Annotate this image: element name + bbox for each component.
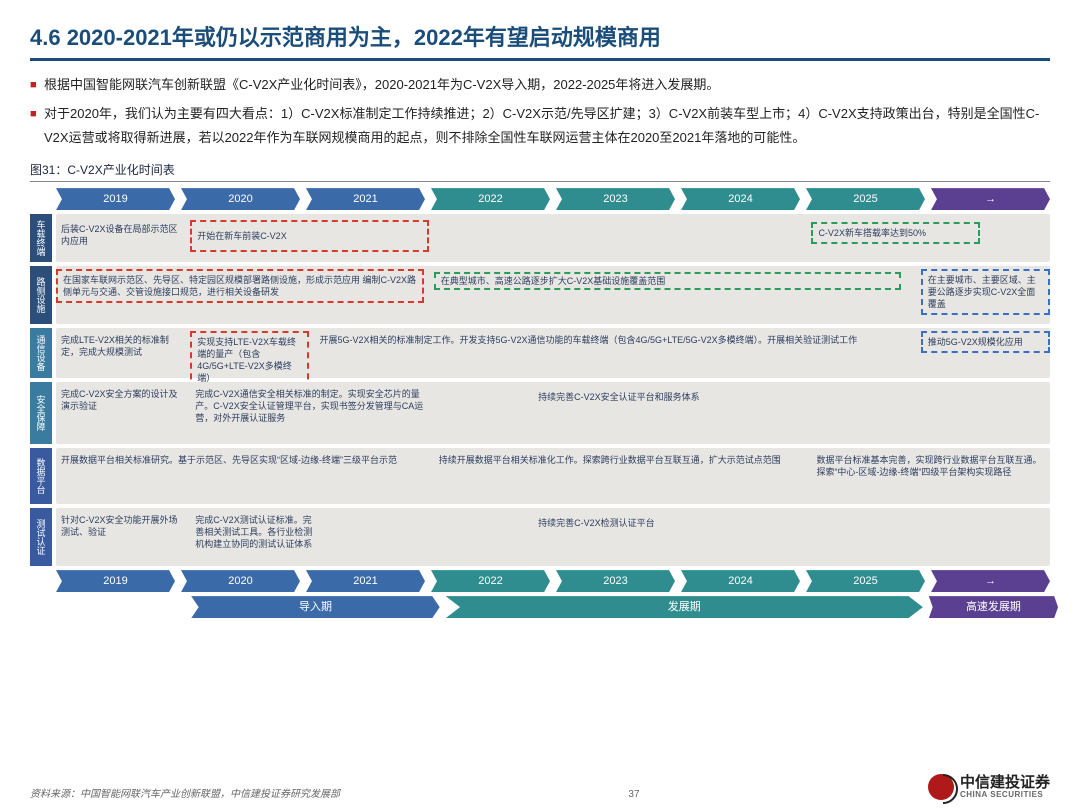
timeline-bar: 推动5G-V2X规模化应用 bbox=[921, 331, 1050, 353]
year-chip: 2021 bbox=[306, 188, 425, 210]
timeline-bar: 完成C-V2X安全方案的设计及演示验证 bbox=[56, 385, 185, 415]
lane-body: 完成LTE-V2X相关的标准制定，完成大规模测试实现支持LTE-V2X车载终端的… bbox=[56, 328, 1050, 378]
timeline-bar: 持续完善C-V2X检测认证平台 bbox=[533, 514, 1030, 532]
year-chip: → bbox=[931, 570, 1050, 592]
lane: 车载终端后装C-V2X设备在局部示范区内应用开始在新车前装C-V2X C-V2X新… bbox=[30, 214, 1050, 262]
phase-chip: 导入期 bbox=[191, 596, 440, 618]
phase-chip: 发展期 bbox=[446, 596, 923, 618]
timeline-bar: 在主要城市、主要区域、主要公路逐步实现C-V2X全面覆盖 bbox=[921, 269, 1050, 315]
year-chip: 2019 bbox=[56, 188, 175, 210]
lane-label: 车载终端 bbox=[30, 214, 52, 262]
timeline-bar: 针对C-V2X安全功能开展外场测试、验证 bbox=[56, 511, 185, 541]
lane: 数据平台开展数据平台相关标准研究。基于示范区、先导区实现“区域-边缘-终端”三级… bbox=[30, 448, 1050, 504]
timeline-bar: 在国家车联网示范区、先导区、特定园区规模部署路侧设施，形成示范应用 编制C-V2… bbox=[56, 269, 424, 303]
footer: 资料来源：中国智能网联汽车产业创新联盟，中信建投证券研究发展部 37 中信建投证… bbox=[30, 774, 1050, 800]
lane-label: 测试认证 bbox=[30, 508, 52, 566]
lane: 测试认证针对C-V2X安全功能开展外场测试、验证完成C-V2X测试认证标准。完善… bbox=[30, 508, 1050, 566]
year-chip: 2023 bbox=[556, 188, 675, 210]
timeline-bar: 开始在新车前装C-V2X bbox=[190, 220, 429, 252]
page-number: 37 bbox=[340, 789, 928, 800]
year-chip: 2024 bbox=[681, 570, 800, 592]
lane: 通信设备完成LTE-V2X相关的标准制定，完成大规模测试实现支持LTE-V2X车… bbox=[30, 328, 1050, 378]
timeline-bar: 后装C-V2X设备在局部示范区内应用 bbox=[56, 220, 185, 250]
lane: 路侧设施在国家车联网示范区、先导区、特定园区规模部署路侧设施，形成示范应用 编制… bbox=[30, 266, 1050, 324]
timeline-bar: 持续开展数据平台相关标准化工作。探索跨行业数据平台互联互通，扩大示范试点范围 bbox=[434, 451, 802, 469]
bullet-item: 对于2020年，我们认为主要有四大看点：1）C-V2X标准制定工作持续推进；2）… bbox=[30, 102, 1050, 151]
year-chip: 2025 bbox=[806, 188, 925, 210]
lane-body: 后装C-V2X设备在局部示范区内应用开始在新车前装C-V2X C-V2X新车搭载率… bbox=[56, 214, 1050, 262]
timeline-lanes: 车载终端后装C-V2X设备在局部示范区内应用开始在新车前装C-V2X C-V2X新… bbox=[30, 214, 1050, 566]
slide-title: 4.6 2020-2021年或仍以示范商用为主，2022年有望启动规模商用 bbox=[30, 20, 1050, 52]
year-chip: 2020 bbox=[181, 188, 300, 210]
brand-name-en: CHINA SECURITIES bbox=[960, 790, 1050, 799]
year-chip: 2025 bbox=[806, 570, 925, 592]
timeline-bar: 数据平台标准基本完善，实现跨行业数据平台互联互通。探索“中心-区域-边缘-终端”… bbox=[811, 451, 1050, 481]
timeline-bar: 实现支持LTE-V2X车载终端的量产（包含4G/5G+LTE-V2X多模终端） bbox=[190, 331, 309, 390]
year-chip: 2023 bbox=[556, 570, 675, 592]
year-row-bottom: 2019 2020 2021 2022 2023 2024 2025 → bbox=[56, 570, 1050, 592]
timeline-bar: 开展数据平台相关标准研究。基于示范区、先导区实现“区域-边缘-终端”三级平台示范 bbox=[56, 451, 424, 469]
brand-name: 中信建投证券 bbox=[960, 775, 1050, 790]
lane-body: 开展数据平台相关标准研究。基于示范区、先导区实现“区域-边缘-终端”三级平台示范… bbox=[56, 448, 1050, 504]
timeline-bar: 完成LTE-V2X相关的标准制定，完成大规模测试 bbox=[56, 331, 185, 361]
year-chip: 2022 bbox=[431, 570, 550, 592]
timeline-bar: 完成C-V2X通信安全相关标准的制定。实现安全芯片的量产。C-V2X安全认证管理… bbox=[190, 385, 429, 427]
timeline-bar: C-V2X新车搭载率达到50% bbox=[811, 222, 980, 244]
title-area: 4.6 2020-2021年或仍以示范商用为主，2022年有望启动规模商用 bbox=[30, 20, 1050, 61]
year-chip: 2019 bbox=[56, 570, 175, 592]
timeline-bar: 开展5G-V2X相关的标准制定工作。开发支持5G-V2X通信功能的车载终端（包含… bbox=[314, 331, 900, 349]
year-chip: → bbox=[931, 188, 1050, 210]
year-chip: 2022 bbox=[431, 188, 550, 210]
gantt-chart: 2019 2020 2021 2022 2023 2024 2025 → 车载终端后装C-V2… bbox=[30, 188, 1050, 618]
phase-chip: 高速发展期 bbox=[929, 596, 1058, 618]
bullet-item: 根据中国智能网联汽车创新联盟《C-V2X产业化时间表》，2020-2021年为C… bbox=[30, 73, 1050, 98]
lane-body: 在国家车联网示范区、先导区、特定园区规模部署路侧设施，形成示范应用 编制C-V2… bbox=[56, 266, 1050, 324]
brand-logo: 中信建投证券 CHINA SECURITIES bbox=[928, 774, 1050, 800]
title-rule bbox=[30, 58, 1050, 61]
lane-label: 通信设备 bbox=[30, 328, 52, 378]
source-text: 资料来源：中国智能网联汽车产业创新联盟，中信建投证券研究发展部 bbox=[30, 785, 340, 800]
year-chip: 2021 bbox=[306, 570, 425, 592]
year-row-top: 2019 2020 2021 2022 2023 2024 2025 → bbox=[56, 188, 1050, 210]
lane-label: 路侧设施 bbox=[30, 266, 52, 324]
figure-label: 图31：C-V2X产业化时间表 bbox=[30, 161, 1050, 182]
lane-label: 安全保障 bbox=[30, 382, 52, 444]
slide: 4.6 2020-2021年或仍以示范商用为主，2022年有望启动规模商用 根据… bbox=[0, 0, 1080, 810]
year-chip: 2024 bbox=[681, 188, 800, 210]
lane-body: 完成C-V2X安全方案的设计及演示验证完成C-V2X通信安全相关标准的制定。实现… bbox=[56, 382, 1050, 444]
timeline-bar: 持续完善C-V2X安全认证平台和服务体系 bbox=[533, 388, 1030, 406]
logo-mark-icon bbox=[928, 774, 954, 800]
bullet-list: 根据中国智能网联汽车创新联盟《C-V2X产业化时间表》，2020-2021年为C… bbox=[30, 73, 1050, 151]
phase-row: 导入期发展期高速发展期 bbox=[56, 596, 1050, 618]
year-chip: 2020 bbox=[181, 570, 300, 592]
lane-body: 针对C-V2X安全功能开展外场测试、验证完成C-V2X测试认证标准。完善相关测试… bbox=[56, 508, 1050, 566]
timeline-bar: 完成C-V2X测试认证标准。完善相关测试工具。各行业检测机构建立协同的测试认证体… bbox=[190, 511, 319, 553]
lane-label: 数据平台 bbox=[30, 448, 52, 504]
timeline-bar: 在典型城市、高速公路逐步扩大C-V2X基础设施覆盖范围 bbox=[434, 272, 901, 290]
lane: 安全保障完成C-V2X安全方案的设计及演示验证完成C-V2X通信安全相关标准的制… bbox=[30, 382, 1050, 444]
